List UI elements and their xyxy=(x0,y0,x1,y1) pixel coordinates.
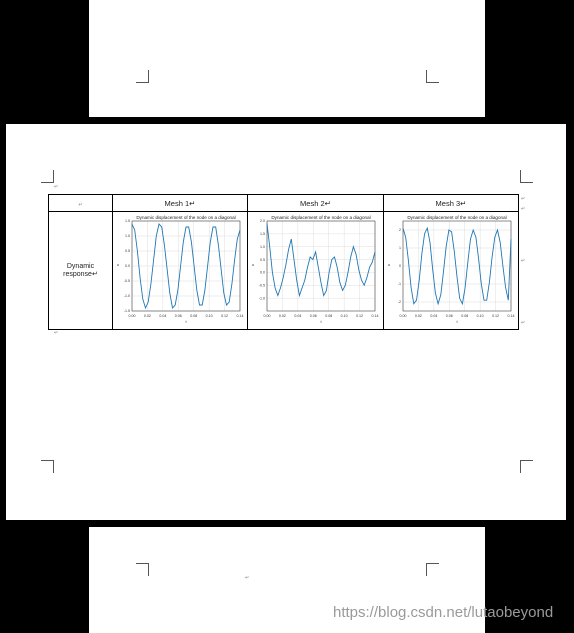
y-tick-label: -0.5 xyxy=(259,283,265,287)
paragraph-mark: ↵ xyxy=(521,258,526,264)
chart-cell-2: Dynamic displacement of the node on a di… xyxy=(247,211,384,330)
x-axis-label: t xyxy=(185,319,187,324)
chart-cell-1: Dynamic displacement of the node on a di… xyxy=(112,211,248,330)
header-cell-mesh-1: Mesh 1↵ xyxy=(112,194,248,212)
series-line xyxy=(266,223,376,298)
x-tick-label: 0.10 xyxy=(341,314,348,318)
crop-mark-bottom-left xyxy=(136,70,149,83)
chart-mesh-2: Dynamic displacement of the node on a di… xyxy=(252,215,379,324)
x-tick-label: 0.00 xyxy=(128,314,135,318)
paragraph-mark: ↵ xyxy=(54,330,59,336)
x-tick-label: 0.14 xyxy=(236,314,243,318)
plot-frame xyxy=(266,220,376,312)
crop-mark-bottom-right xyxy=(520,460,533,473)
x-tick-label: 0.10 xyxy=(205,314,212,318)
crop-mark-bottom-left xyxy=(41,460,54,473)
y-tick-label: -1.0 xyxy=(259,296,265,300)
y-tick-label: 0 xyxy=(399,264,401,268)
x-tick-label: 0.14 xyxy=(507,314,514,318)
header-mark: ↵ xyxy=(78,201,83,208)
y-tick-label: 2.0 xyxy=(260,219,265,223)
y-tick-label: 1.5 xyxy=(260,232,265,236)
y-axis-label: u xyxy=(387,262,389,267)
series-line xyxy=(131,223,240,310)
x-tick-label: 0.08 xyxy=(461,314,468,318)
paragraph-mark: ↵ xyxy=(521,320,526,326)
header-cell-mesh-2: Mesh 2↵ xyxy=(247,194,384,212)
x-tick-label: 0.00 xyxy=(264,314,271,318)
x-axis-label: t xyxy=(456,319,458,324)
x-tick-label: 0.06 xyxy=(445,314,452,318)
chart-cell-3: Dynamic displacement of the node on a di… xyxy=(383,211,519,330)
y-tick-label: 0.0 xyxy=(125,264,130,268)
x-tick-label: 0.08 xyxy=(325,314,332,318)
row-label-cell: Dynamic response↵ xyxy=(48,211,113,330)
x-tick-label: 0.12 xyxy=(356,314,363,318)
table-header-row: ↵ Mesh 1↵ Mesh 2↵ Mesh 3↵ xyxy=(48,194,519,212)
chart-mesh-1: Dynamic displacement of the node on a di… xyxy=(116,215,243,324)
x-tick-label: 0.04 xyxy=(159,314,166,318)
y-axis-label: u xyxy=(116,262,118,267)
x-tick-label: 0.12 xyxy=(221,314,228,318)
paragraph-mark: ↵ xyxy=(54,184,59,190)
y-tick-label: 1.5 xyxy=(125,219,130,223)
y-tick-label: 1.0 xyxy=(260,245,265,249)
y-tick-label: -2 xyxy=(397,300,400,304)
chart-mesh-3: Dynamic displacement of the node on a di… xyxy=(387,215,514,324)
plot-frame xyxy=(131,220,240,312)
y-tick-label: 2 xyxy=(399,228,401,232)
x-axis-label: t xyxy=(320,319,322,324)
table-row: Dynamic response↵ Dynamic displacement o… xyxy=(48,211,519,330)
x-tick-label: 0.02 xyxy=(414,314,421,318)
chart-title: Dynamic displacement of the node on a di… xyxy=(136,215,235,220)
y-tick-label: 0.5 xyxy=(125,249,130,253)
page-bottom: ↵ xyxy=(89,527,485,633)
y-tick-label: -1.5 xyxy=(123,309,129,313)
paragraph-mark: ↵ xyxy=(521,196,526,202)
x-tick-label: 0.02 xyxy=(279,314,286,318)
y-tick-label: 0.0 xyxy=(260,271,265,275)
page-top xyxy=(89,0,485,117)
crop-mark-top-right xyxy=(520,170,533,183)
header-cell-empty: ↵ xyxy=(48,194,113,212)
x-tick-label: 0.06 xyxy=(174,314,181,318)
y-axis-label: u xyxy=(252,262,254,267)
chart-title: Dynamic displacement of the node on a di… xyxy=(271,215,370,220)
series-line xyxy=(402,226,511,306)
page-main: ↵ ↵ ↵ ↵ ↵ ↵ ↵ Mesh 1↵ Mesh 2↵ Mesh 3↵ Dy… xyxy=(6,124,566,520)
x-tick-label: 0.06 xyxy=(310,314,317,318)
x-tick-label: 0.12 xyxy=(492,314,499,318)
crop-mark-top-left xyxy=(136,563,149,576)
paragraph-mark: ↵ xyxy=(245,575,250,581)
x-tick-label: 0.10 xyxy=(476,314,483,318)
crop-mark-bottom-right xyxy=(426,70,439,83)
watermark: https://blog.csdn.net/lutaobeyond xyxy=(333,604,554,621)
y-tick-label: -1.0 xyxy=(123,294,129,298)
crop-mark-top-right xyxy=(426,563,439,576)
x-tick-label: 0.00 xyxy=(399,314,406,318)
y-tick-label: -1 xyxy=(397,282,400,286)
x-tick-label: 0.14 xyxy=(372,314,379,318)
chart-title: Dynamic displacement of the node on a di… xyxy=(407,215,506,220)
x-tick-label: 0.04 xyxy=(294,314,301,318)
y-tick-label: 1 xyxy=(399,246,401,250)
plot-frame xyxy=(402,220,511,312)
response-table: ↵ Mesh 1↵ Mesh 2↵ Mesh 3↵ Dynamic respon… xyxy=(48,194,519,330)
y-tick-label: -0.5 xyxy=(123,279,129,283)
x-tick-label: 0.04 xyxy=(430,314,437,318)
y-tick-label: 1.0 xyxy=(125,234,130,238)
y-tick-label: 0.5 xyxy=(260,258,265,262)
x-tick-label: 0.08 xyxy=(190,314,197,318)
header-cell-mesh-3: Mesh 3↵ xyxy=(383,194,519,212)
x-tick-label: 0.02 xyxy=(143,314,150,318)
crop-mark-top-left xyxy=(41,170,54,183)
paragraph-mark: ↵ xyxy=(521,206,526,212)
